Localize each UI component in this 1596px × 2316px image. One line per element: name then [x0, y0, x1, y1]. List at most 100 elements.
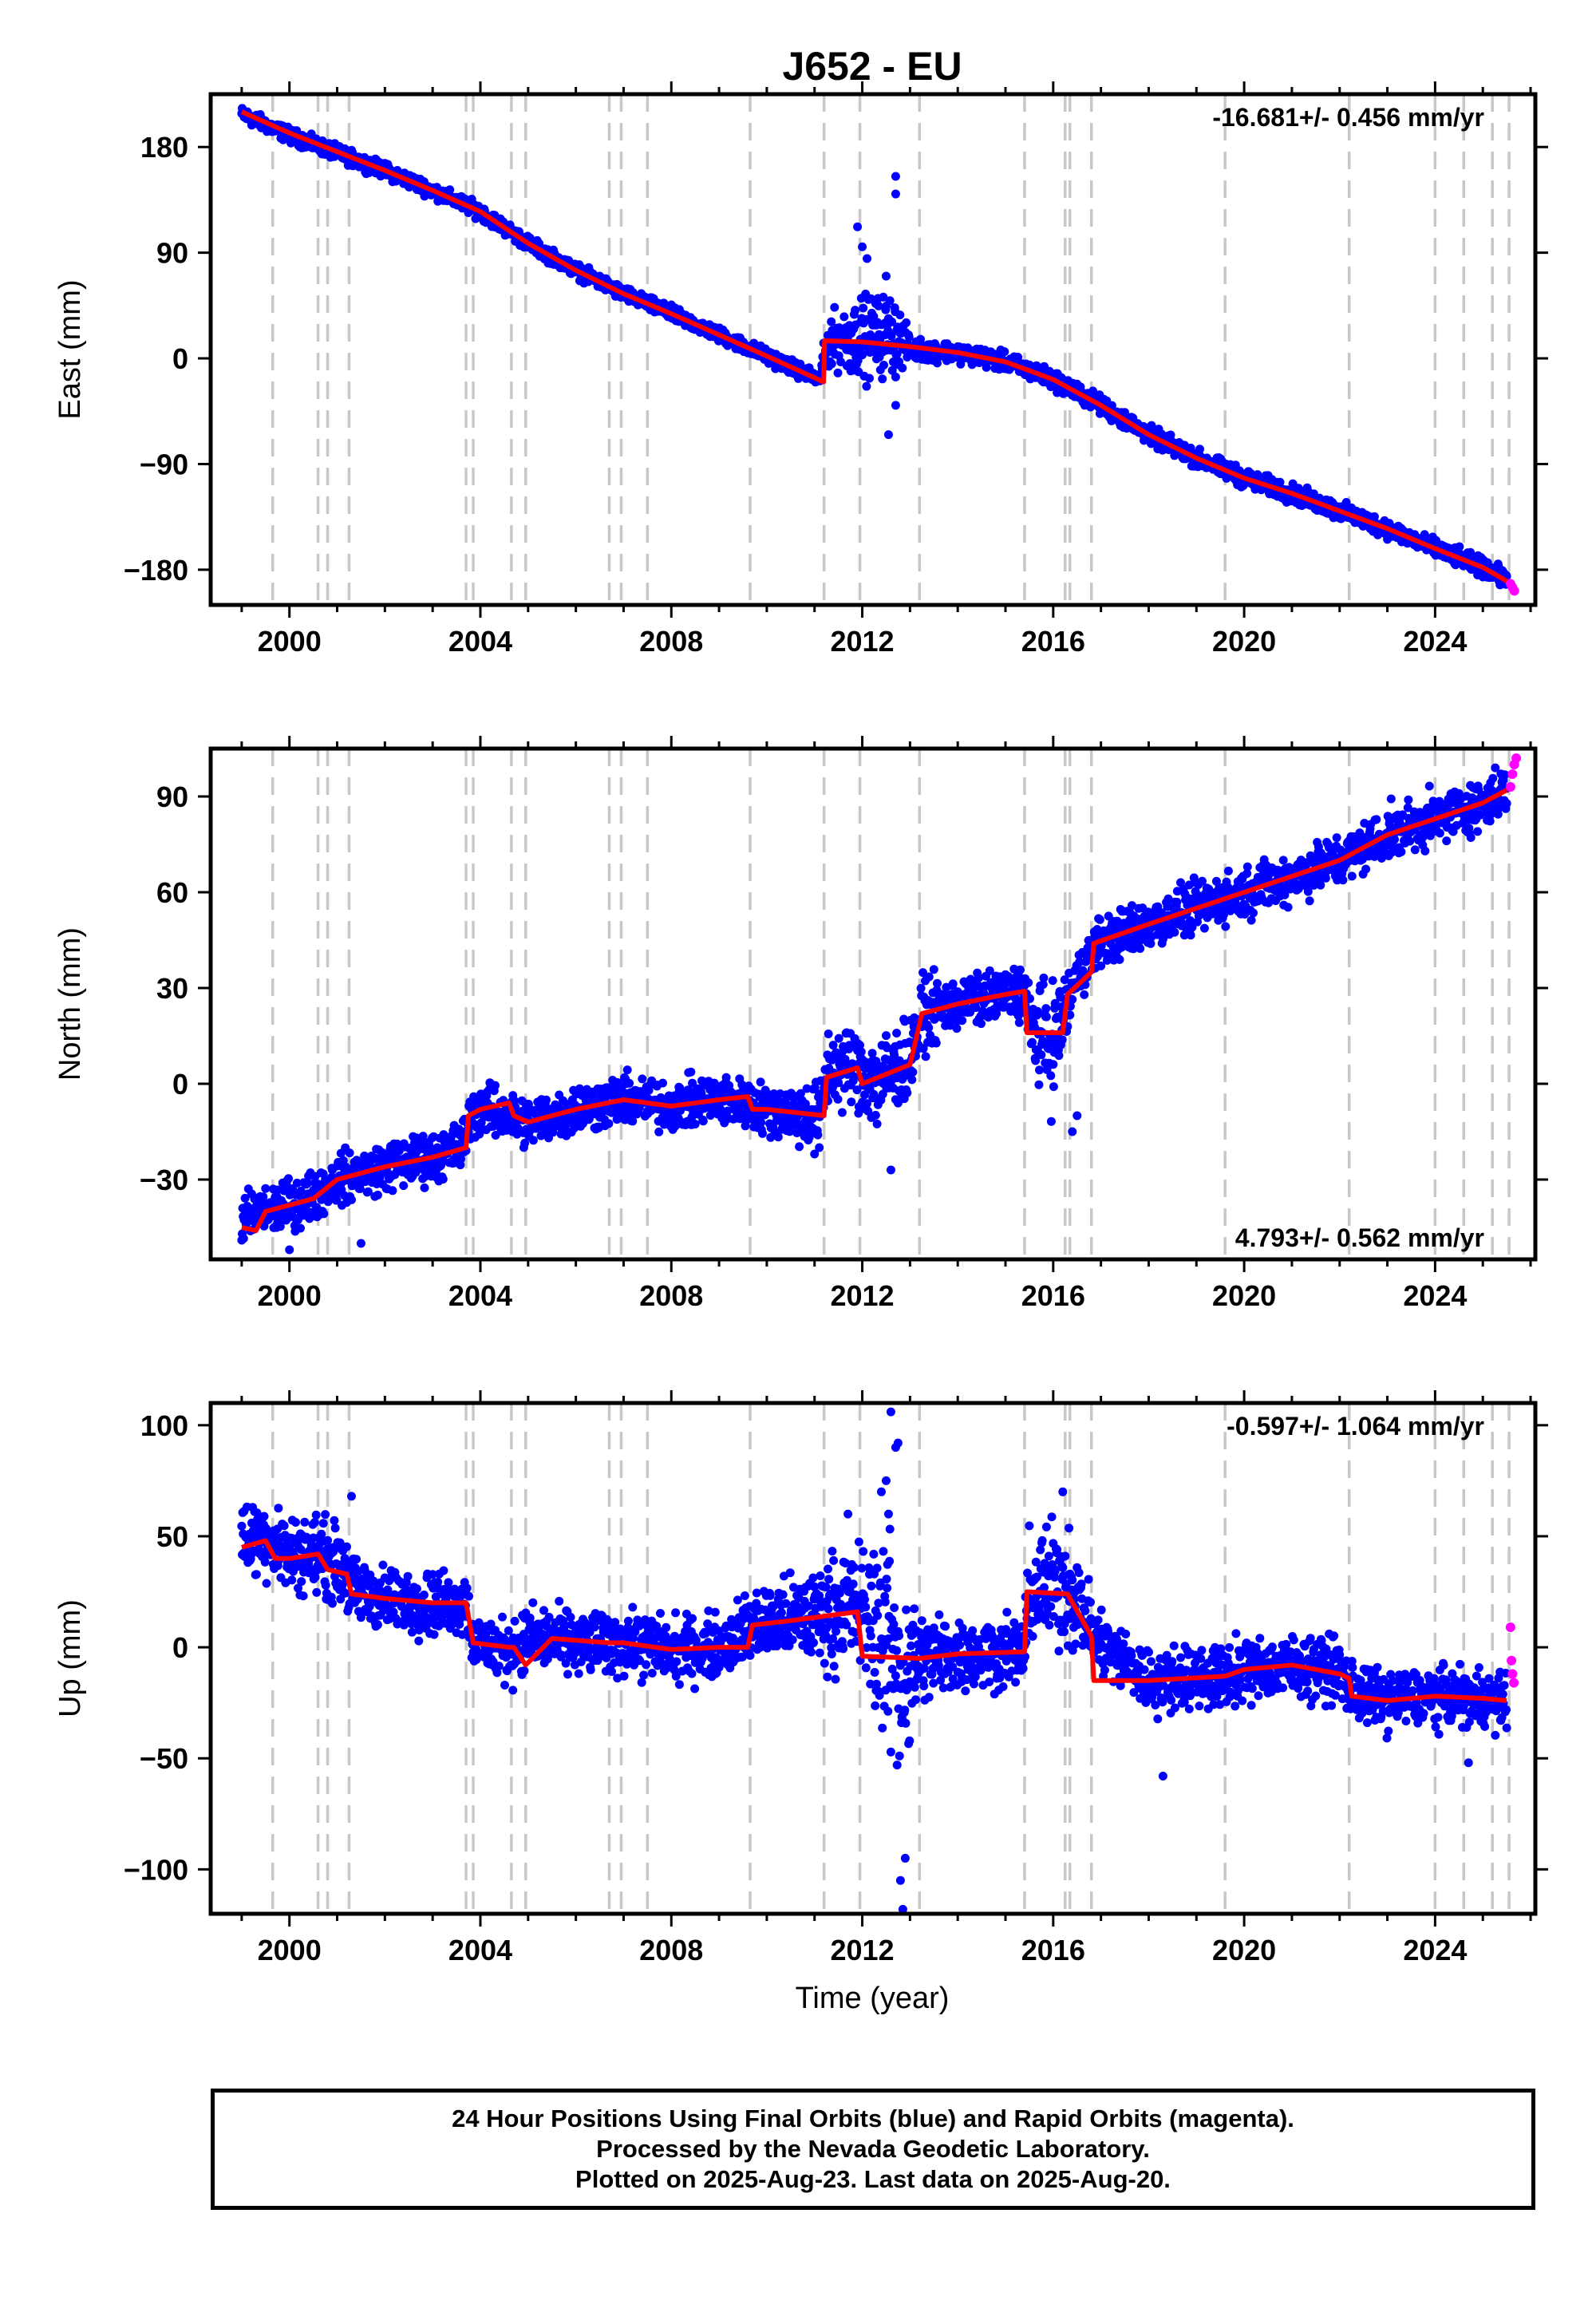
final-orbit-point — [240, 1193, 250, 1203]
final-orbit-point — [1041, 1012, 1051, 1022]
x-tick-label: 2004 — [448, 625, 512, 658]
east-panel: 2000 2004 2008 2012 2016 2020 2024180900−90−18… — [53, 81, 1548, 658]
final-orbit-point — [1049, 1082, 1058, 1092]
final-orbit-point — [418, 1132, 428, 1141]
final-orbit-point — [659, 298, 669, 308]
final-orbit-point — [865, 373, 874, 383]
final-orbit-point — [690, 1120, 700, 1128]
final-orbit-point — [921, 1052, 930, 1061]
final-orbit-point — [1096, 961, 1106, 970]
final-orbit-point — [239, 1234, 248, 1243]
final-orbit-point — [908, 1067, 918, 1077]
final-orbit-point — [795, 1142, 804, 1152]
y-axis-label: East (mm) — [53, 279, 87, 419]
final-orbit-point — [1223, 866, 1233, 875]
final-orbit-point — [840, 1054, 850, 1064]
final-orbit-point — [879, 292, 888, 302]
final-orbit-point — [1107, 401, 1116, 410]
final-orbit-point — [361, 1177, 370, 1187]
x-tick-label: 2016 — [1021, 625, 1085, 658]
final-orbit-point — [1049, 1060, 1058, 1069]
final-orbit-point — [1024, 978, 1033, 987]
final-orbit-point — [1095, 915, 1104, 924]
final-orbit-point — [933, 358, 942, 368]
final-orbit-point — [855, 1041, 864, 1050]
final-orbit-point — [683, 1085, 693, 1095]
final-orbit-point — [302, 1179, 312, 1188]
final-orbit-point — [1068, 994, 1077, 1004]
final-orbit-point — [1046, 1117, 1056, 1126]
final-orbit-point — [1065, 1010, 1075, 1020]
final-orbit-point — [891, 372, 900, 381]
final-orbit-point — [1028, 1037, 1037, 1047]
final-orbit-point — [916, 334, 925, 344]
velocity-annotation: -16.681+/- 0.456 mm/yr — [1212, 103, 1484, 132]
final-orbit-point — [638, 1074, 647, 1084]
final-orbit-point — [918, 968, 927, 978]
final-orbit-point — [852, 1085, 862, 1095]
final-orbit-point — [1033, 1006, 1042, 1016]
final-orbit-point — [622, 1065, 632, 1075]
final-orbit-point — [628, 1117, 638, 1126]
final-orbit-point — [373, 1190, 382, 1199]
outlier-point — [883, 430, 893, 440]
x-tick-label: 2012 — [830, 625, 894, 658]
final-orbit-point — [1039, 973, 1049, 982]
final-orbit-point — [296, 1186, 306, 1196]
final-orbit-point — [1025, 994, 1034, 1003]
final-orbit-point — [1187, 923, 1197, 932]
plot-frame — [208, 92, 1538, 607]
final-orbit-point — [862, 381, 871, 391]
x-tick-label: 2024 — [1403, 625, 1467, 658]
final-orbit-point — [658, 1078, 667, 1088]
final-orbit-point — [924, 1023, 934, 1033]
final-orbit-point — [388, 1186, 397, 1196]
final-orbit-point — [824, 1030, 833, 1038]
final-orbit-point — [1046, 1071, 1056, 1081]
final-orbit-point — [773, 1132, 783, 1142]
final-orbit-point — [931, 1038, 941, 1048]
final-orbit-point — [758, 1128, 767, 1138]
final-orbit-point — [847, 1097, 856, 1107]
final-orbit-point — [425, 1141, 434, 1151]
final-orbit-point — [887, 366, 897, 375]
final-orbit-point — [284, 1174, 293, 1184]
final-orbit-point — [345, 1148, 354, 1158]
final-orbit-point — [885, 296, 895, 306]
final-orbit-point — [839, 312, 849, 322]
final-orbit-point — [445, 185, 455, 195]
final-orbit-point — [1035, 1065, 1044, 1075]
final-orbit-point — [905, 1037, 915, 1047]
final-orbit-point — [491, 1081, 500, 1090]
final-orbit-point — [977, 1019, 986, 1029]
final-orbit-point — [1249, 908, 1258, 918]
outlier-point — [858, 242, 867, 251]
final-orbit-point — [542, 1095, 551, 1105]
final-orbit-point — [275, 1222, 285, 1231]
y-tick-label: 180 — [140, 131, 188, 164]
final-orbit-point — [828, 1041, 838, 1050]
final-orbit-point — [858, 350, 867, 360]
final-orbit-point — [800, 1099, 810, 1109]
final-orbit-point — [1172, 897, 1182, 907]
final-orbit-point — [882, 1031, 891, 1041]
final-orbit-point — [834, 1078, 843, 1088]
final-orbit-point — [982, 362, 991, 372]
final-orbit-point — [347, 1195, 356, 1204]
plot-area — [237, 749, 1522, 1259]
final-orbit-point — [898, 363, 907, 373]
final-orbit-point — [1136, 944, 1145, 953]
final-orbit-point — [827, 359, 836, 369]
final-orbit-point — [756, 1077, 765, 1087]
final-orbit-point — [1128, 901, 1136, 911]
model-line — [240, 109, 1513, 587]
final-orbit-point — [1048, 976, 1057, 986]
final-orbit-point — [903, 1088, 912, 1097]
north-panel: 2000 2004 2008 2012 2016 2020 20249060300−30No… — [53, 736, 1548, 1312]
final-orbit-point — [1146, 939, 1156, 948]
y-tick-label: 0 — [172, 342, 188, 375]
final-orbit-point — [1170, 927, 1179, 937]
final-orbit-point — [1221, 922, 1231, 931]
final-orbit-point — [902, 318, 911, 327]
